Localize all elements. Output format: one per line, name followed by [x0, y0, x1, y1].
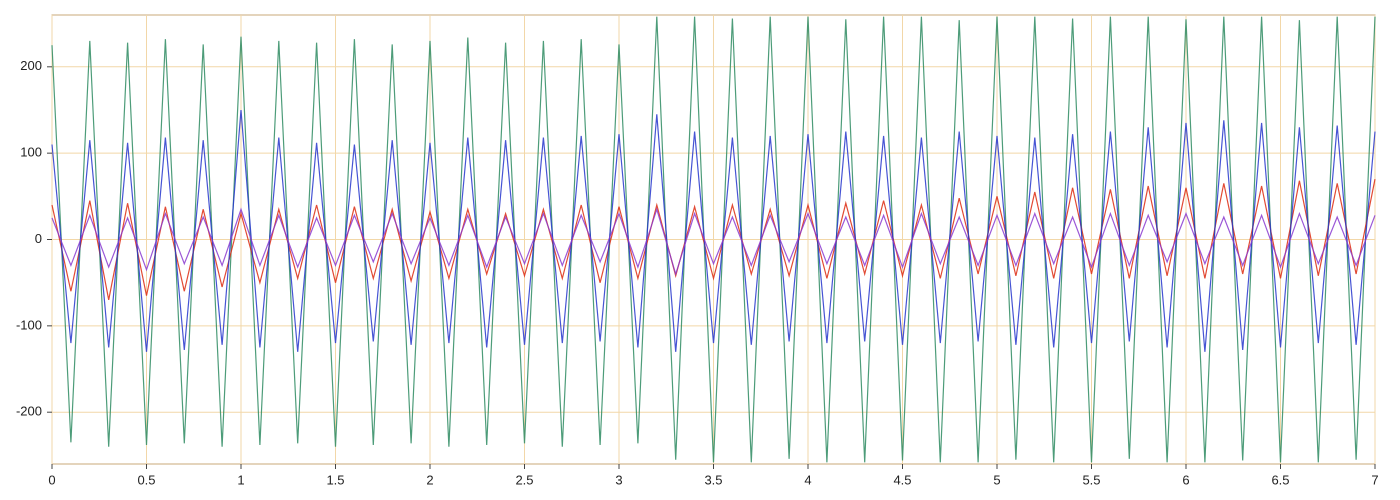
x-tick-label: 0: [48, 472, 55, 487]
x-tick-label: 0.5: [137, 472, 155, 487]
y-tick-label: -200: [16, 404, 42, 419]
y-tick-label: -100: [16, 317, 42, 332]
x-tick-label: 4: [804, 472, 811, 487]
x-tick-label: 5: [993, 472, 1000, 487]
x-tick-label: 3.5: [704, 472, 722, 487]
x-tick-label: 1: [237, 472, 244, 487]
x-tick-label: 7: [1371, 472, 1378, 487]
x-tick-label: 6: [1182, 472, 1189, 487]
x-tick-label: 5.5: [1082, 472, 1100, 487]
x-tick-label: 4.5: [893, 472, 911, 487]
signal-line: [51, 207, 1376, 277]
x-tick-label: 2: [426, 472, 433, 487]
x-tick-label: 6.5: [1271, 472, 1289, 487]
y-tick-label: 100: [20, 145, 42, 160]
x-tick-label: 3: [615, 472, 622, 487]
y-tick-label: 0: [35, 231, 42, 246]
y-tick-label: 200: [20, 58, 42, 73]
signal-line: [51, 16, 1376, 463]
x-tick-label: 1.5: [326, 472, 344, 487]
signal-line: [51, 178, 1376, 301]
signal-line: [51, 109, 1376, 352]
x-tick-label: 2.5: [515, 472, 533, 487]
